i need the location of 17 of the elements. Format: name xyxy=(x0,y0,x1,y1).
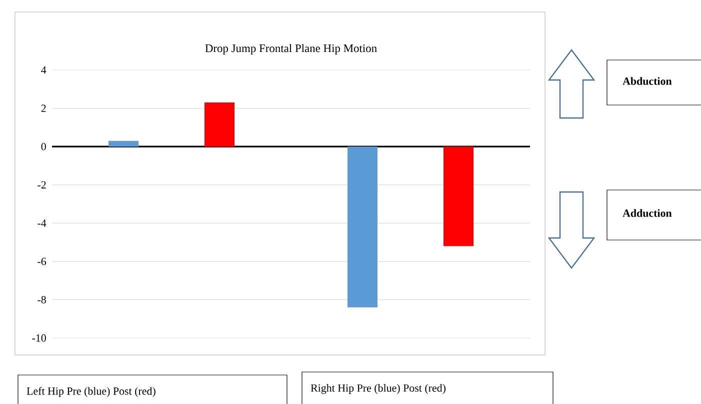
y-tick-label: 2 xyxy=(41,104,46,112)
bar xyxy=(204,102,235,147)
text: Abduction xyxy=(622,77,672,85)
x-tick-label: Left Hip Pre (blue) Post (red) xyxy=(26,386,156,398)
bar xyxy=(444,146,474,246)
y-tick-label: 0 xyxy=(41,142,46,150)
text: Adduction xyxy=(622,209,672,217)
y-tick-label: -10 xyxy=(32,334,46,342)
chart-title: Drop Jump Frontal Plane Hip Motion xyxy=(205,44,377,54)
bar xyxy=(348,146,378,308)
x-tick-label: Right Hip Pre (blue) Post (red) xyxy=(310,384,446,394)
y-tick-label: -4 xyxy=(38,220,46,227)
y-tick-label: 4 xyxy=(41,66,46,74)
bar xyxy=(108,140,139,147)
y-tick-label: -6 xyxy=(38,258,46,266)
y-tick-label: -8 xyxy=(38,296,46,304)
y-tick-label: -2 xyxy=(38,181,46,188)
